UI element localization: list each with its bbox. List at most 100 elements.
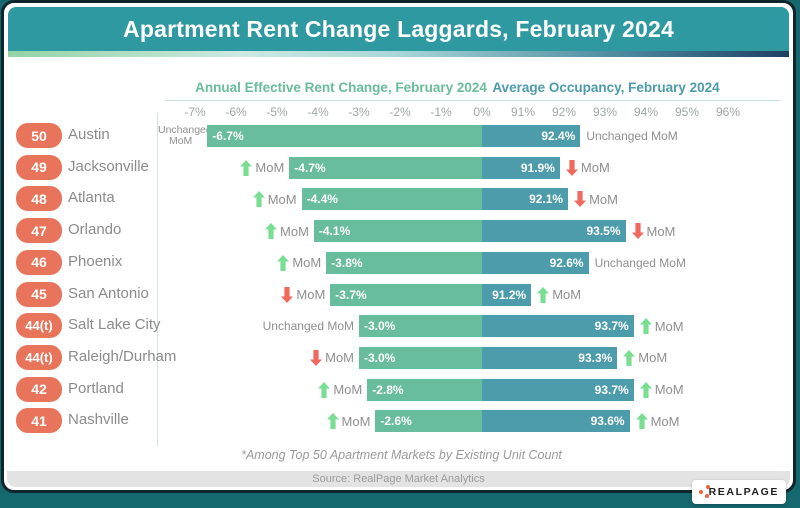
- rent-mom-indicator: Unchanged MoM: [263, 315, 354, 337]
- rank-badge: 47: [16, 218, 62, 244]
- rent-value-label: -3.0%: [364, 350, 396, 365]
- x-axis-tick-label: -6%: [225, 105, 247, 119]
- rent-mom-indicator: MoM: [252, 188, 297, 210]
- header-gradient-strip: [8, 51, 789, 57]
- rank-badge: 50: [16, 123, 62, 148]
- occupancy-mom-indicator: MoM: [565, 157, 610, 179]
- mom-text: MoM: [638, 350, 668, 366]
- mom-text: MoM: [168, 135, 193, 147]
- occupancy-value-label: 93.7%: [594, 319, 629, 334]
- mom-text: MoM: [341, 413, 371, 429]
- up-arrow-icon: [537, 286, 550, 303]
- mom-text: MoM: [552, 287, 582, 302]
- occupancy-bar: 92.6%: [482, 251, 589, 274]
- rent-value-label: -2.8%: [372, 382, 404, 397]
- city-label: Orlando: [68, 221, 122, 239]
- realpage-dots-icon: [698, 485, 712, 499]
- occupancy-value-label: 92.1%: [529, 192, 564, 207]
- up-arrow-icon: [639, 318, 652, 335]
- down-arrow-icon: [631, 223, 644, 240]
- rent-bar: -3.7%: [330, 283, 482, 306]
- rent-bar: -6.7%: [207, 125, 482, 147]
- x-axis-tick-label: 96%: [715, 105, 741, 119]
- occupancy-bar: 93.7%: [482, 378, 634, 401]
- mom-text: MoM: [650, 413, 680, 429]
- occupancy-value-label: 92.4%: [541, 129, 576, 143]
- rent-bar: -4.7%: [289, 156, 482, 179]
- down-arrow-icon: [574, 191, 587, 208]
- occupancy-bar: 92.4%: [482, 125, 581, 147]
- mom-text: MoM: [292, 255, 322, 271]
- rent-mom-indicator: MoM: [281, 284, 325, 306]
- rent-value-label: -6.7%: [212, 129, 244, 143]
- rank-badge: 41: [16, 408, 62, 434]
- rank-badge: 42: [16, 376, 62, 402]
- occupancy-mom-indicator: MoM: [623, 347, 667, 369]
- mom-text: MoM: [333, 382, 363, 398]
- rank-badge: 49: [16, 154, 62, 180]
- x-axis-tick-label: -3%: [348, 105, 370, 119]
- city-label: San Antonio: [68, 284, 149, 302]
- source-footer: Source: RealPage Market Analytics: [7, 471, 790, 487]
- occupancy-mom-indicator: MoM: [537, 284, 581, 306]
- occupancy-bar: 91.9%: [482, 156, 560, 179]
- realpage-logo: REALPAGE: [692, 480, 786, 504]
- chart-row: 50 Austin Unchanged MoM -6.7% 92.4% Unchanged …: [4, 123, 793, 148]
- city-label: Austin: [68, 126, 110, 143]
- rent-value-label: -4.7%: [294, 160, 326, 175]
- city-label: Raleigh/Durham: [68, 347, 177, 365]
- rank-badge: 45: [16, 281, 62, 307]
- occupancy-column-header: Average Occupancy, February 2024: [492, 80, 720, 95]
- mom-text: Unchanged MoM: [594, 255, 686, 270]
- occupancy-value-label: 91.2%: [492, 287, 527, 302]
- mom-text: Unchanged MoM: [262, 319, 354, 334]
- x-axis-tick-label: 91%: [510, 105, 536, 119]
- x-axis-tick-label: -2%: [389, 105, 411, 119]
- mom-text: MoM: [267, 191, 297, 207]
- occupancy-mom-indicator: MoM: [639, 379, 684, 401]
- mom-text: MoM: [654, 382, 684, 398]
- rent-bar: -3.0%: [359, 346, 482, 369]
- rank-badge: 48: [16, 186, 62, 212]
- mom-text: MoM: [296, 287, 326, 302]
- chart-row: 41 Nashville MoM -2.6% 93.6% MoM: [4, 408, 793, 434]
- up-arrow-icon: [635, 413, 648, 430]
- occupancy-mom-indicator: Unchanged MoM: [586, 125, 677, 147]
- rent-mom-indicator: MoM: [318, 379, 362, 401]
- occupancy-mom-indicator: MoM: [635, 410, 680, 432]
- rent-value-label: -2.6%: [380, 414, 412, 429]
- rank-badge: 44(t): [16, 344, 62, 370]
- x-axis-line: [165, 100, 781, 101]
- up-arrow-icon: [277, 254, 290, 271]
- city-label: Salt Lake City: [68, 316, 161, 334]
- chart-row: 45 San Antonio MoM -3.7% 91.2% MoM: [4, 281, 793, 307]
- occupancy-bar: 93.7%: [482, 315, 634, 338]
- mom-text: Unchanged: [158, 124, 212, 136]
- occupancy-mom-indicator: MoM: [631, 220, 675, 242]
- x-axis-tick-label: 92%: [551, 105, 577, 119]
- rent-bar: -3.8%: [326, 251, 482, 274]
- city-label: Phoenix: [68, 252, 123, 270]
- rent-bar: -3.0%: [359, 315, 482, 338]
- up-arrow-icon: [326, 413, 339, 430]
- rank-badge: 44(t): [16, 313, 62, 339]
- mom-text: MoM: [589, 191, 618, 207]
- city-label: Jacksonville: [68, 157, 149, 175]
- page-title: Apartment Rent Change Laggards, February…: [123, 15, 674, 42]
- occupancy-value-label: 93.7%: [594, 382, 629, 397]
- x-axis-tick-label: 0%: [473, 105, 491, 119]
- down-arrow-icon: [281, 286, 294, 303]
- occupancy-value-label: 93.6%: [590, 414, 625, 429]
- rent-mom-indicator: MoM: [265, 220, 309, 242]
- rent-value-label: -3.0%: [364, 319, 396, 334]
- rent-mom-indicator: MoM: [240, 157, 284, 179]
- occupancy-value-label: 93.3%: [578, 350, 613, 365]
- rent-value-label: -4.4%: [306, 192, 338, 207]
- chart-row: 44(t) Raleigh/Durham MoM -3.0% 93.3% MoM: [4, 344, 793, 370]
- mom-text: Unchanged MoM: [586, 129, 678, 143]
- x-axis-tick-label: 95%: [674, 105, 700, 119]
- occupancy-bar: 92.1%: [482, 188, 569, 211]
- city-label: Atlanta: [68, 189, 115, 207]
- chart-row: 44(t) Salt Lake City Unchanged MoM -3.0% 93.…: [4, 313, 793, 339]
